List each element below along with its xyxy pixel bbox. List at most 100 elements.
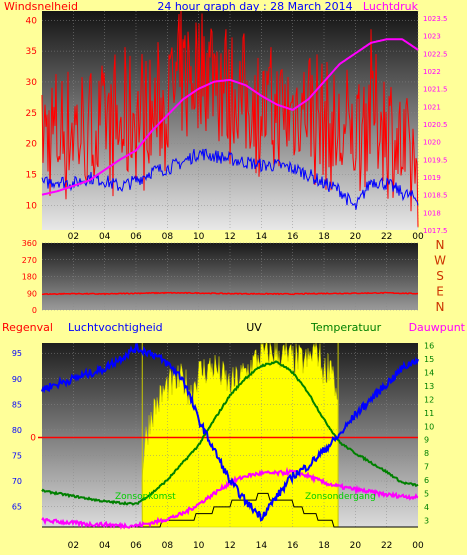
temperature-line [41,360,419,506]
compass-letter: E [436,285,444,299]
y-tick-left: 40 [26,16,38,26]
gust-series [41,10,419,227]
y-tick-temperature: 12 [424,395,434,404]
x-tick-label: 00 [412,541,424,551]
y-tick-left: 30 [26,78,38,88]
x-tick-label: 12 [224,232,235,242]
direction-line [41,291,419,296]
temperature-label: Temperatuur [310,321,382,334]
y-tick-temperature: 4 [424,503,429,512]
y-tick-temperature: 5 [424,489,429,498]
y-tick-temperature: 15 [424,355,434,364]
y-axis-right-bottom: 3 4 5 6 7 8 9 10 11 12 13 14 15 16 [424,342,434,526]
y-tick-humidity: 80 [12,426,22,435]
chart-title: 24 hour graph day : 28 March 2014 [157,0,352,13]
direction-series [41,291,419,296]
x-tick-label: 14 [256,232,268,242]
y-tick-humidity: 65 [12,503,22,512]
y-tick-right: 1020 [423,139,441,147]
humidity-line [41,343,419,522]
y-tick-temperature: 6 [424,476,429,485]
y-tick-right: 1019 [423,174,441,182]
x-tick-label: 08 [162,232,174,242]
wind-pressure-panel: Windsnelheid 24 hour graph day : 28 Marc… [4,0,448,242]
y-tick-left: 10 [26,201,38,211]
x-tick-label: 22 [381,232,392,242]
grid-mid [42,242,418,311]
y-tick-temperature: 3 [424,516,429,525]
gust-line [41,10,419,227]
y-tick-temperature: 14 [424,369,434,378]
wind-series [41,148,419,210]
x-tick-label: 04 [99,541,111,551]
y-tick-temperature: 7 [424,463,429,472]
y-tick-temperature: 13 [424,382,434,391]
compass-letter: S [436,269,444,283]
y-axis-mid: 0 90 180 270 360 [22,239,37,315]
rain-series: 0 [30,434,418,444]
compass-letter: W [434,254,446,268]
humidity-temp-panel: Regenval Luchtvochtigheid UV Temperatuur… [2,321,466,551]
humidity-label: Luchtvochtigheid [68,321,163,334]
rain-label: Regenval [2,321,53,334]
sunrise-label: Zonsopkomst [115,492,176,502]
x-tick-label: 16 [287,541,299,551]
y-tick-humidity: 95 [12,349,22,358]
y-tick-left: 35 [26,47,37,57]
rain-zero-tick: 0 [30,434,36,444]
y-tick-direction: 270 [22,256,37,265]
y-tick-right: 1023 [423,33,441,41]
y-tick-right: 1018 [423,209,441,217]
y-tick-right: 1021 [423,103,441,111]
y-tick-direction: 0 [32,306,37,315]
uv-label: UV [246,321,262,334]
x-tick-label: 14 [256,541,268,551]
x-tick-label: 16 [287,232,299,242]
y-tick-right: 1022 [423,68,441,76]
y-tick-humidity: 70 [12,477,22,486]
x-tick-label: 08 [162,541,174,551]
humidity-series [41,343,419,522]
compass-letter: N [436,238,445,252]
x-tick-label: 06 [130,232,142,242]
solar-area [141,342,339,528]
y-tick-right: 1023.5 [423,15,448,23]
x-tick-label: 12 [224,541,235,551]
x-axis-bottom: 02 04 06 08 10 12 14 16 18 20 22 00 [68,541,424,551]
temperature-series [41,360,419,506]
y-tick-right: 1017.5 [423,227,448,235]
wind-line [41,148,419,210]
y-tick-temperature: 10 [424,422,434,431]
y-tick-temperature: 8 [424,449,429,458]
y-tick-left: 25 [26,109,37,119]
y-tick-right: 1021.5 [423,86,448,94]
grid-top [42,11,419,230]
y-tick-right: 1018.5 [423,192,448,200]
y-tick-temperature: 16 [424,342,434,351]
y-axis-left-bottom: 65 70 75 80 85 90 95 [12,349,22,511]
dewpoint-label: Dauwpunt [409,321,466,334]
y-axis-right-top: 1017.5 1018 1018.5 1019 1019.5 1020 1020.5 1021… [423,15,448,235]
solar-radiation-area [141,342,339,528]
x-tick-label: 06 [130,541,142,551]
y-tick-right: 1022.5 [423,50,448,58]
y-axis-left-top: 10 15 20 25 30 35 40 [26,16,38,211]
x-tick-label: 00 [412,232,424,242]
x-tick-label: 20 [350,541,362,551]
y-tick-direction: 90 [27,289,37,298]
y-tick-humidity: 85 [12,400,22,409]
compass-letter: N [436,300,445,314]
x-tick-label: 04 [99,232,111,242]
x-tick-label: 18 [318,541,330,551]
wind-speed-label: Windsnelheid [4,0,78,13]
y-tick-left: 15 [26,170,37,180]
x-tick-label: 20 [350,232,362,242]
y-tick-right: 1019.5 [423,156,448,164]
y-tick-temperature: 9 [424,436,429,445]
x-tick-label: 22 [381,541,392,551]
y-tick-direction: 360 [22,239,37,248]
sunset-label: Zonsondergang [305,492,376,502]
